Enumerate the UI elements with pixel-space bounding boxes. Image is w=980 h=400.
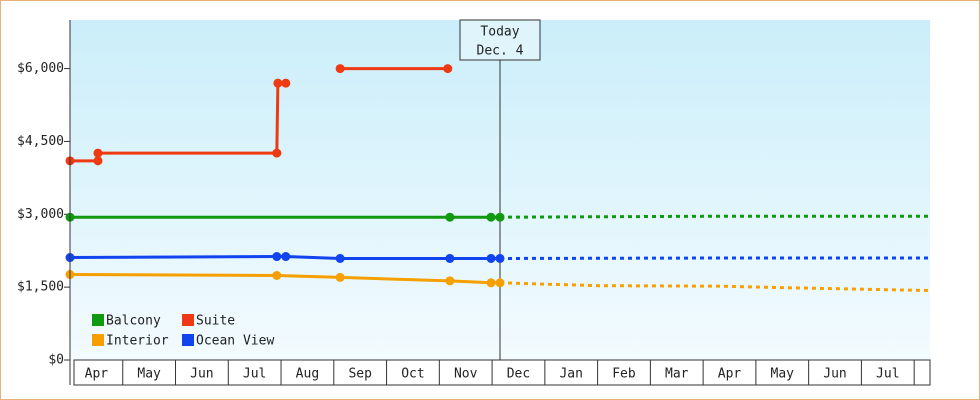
x-tick-label: Jun	[823, 367, 846, 382]
price-point	[445, 253, 455, 263]
x-tick-label: Jul	[876, 367, 899, 382]
legend-label: Interior	[106, 334, 169, 349]
x-tick-label: Nov	[454, 367, 478, 382]
x-tick-label: Jun	[190, 367, 213, 382]
forecast-line	[499, 281, 931, 293]
x-tick-label: Dec	[507, 367, 530, 382]
price-point	[495, 212, 505, 222]
x-tick-label: Jul	[243, 367, 266, 382]
price-point	[272, 252, 282, 262]
price-point	[445, 212, 455, 222]
price-point	[272, 270, 282, 280]
price-point	[93, 156, 103, 166]
forecast-line	[499, 214, 930, 219]
price-point	[335, 253, 345, 263]
x-tick-label: Aug	[296, 367, 319, 382]
legend-label: Balcony	[106, 314, 161, 329]
price-point	[486, 278, 496, 288]
legend-swatch	[92, 314, 104, 326]
x-tick-label: Apr	[718, 367, 742, 382]
x-tick-label: Mar	[665, 367, 689, 382]
price-point	[495, 278, 505, 288]
today-date: Dec. 4	[477, 44, 524, 59]
price-point	[443, 64, 453, 74]
price-point	[495, 253, 505, 263]
price-point	[281, 252, 291, 262]
price-point	[281, 78, 291, 88]
legend-swatch	[182, 334, 194, 346]
price-point	[273, 78, 283, 88]
x-tick-label: Oct	[401, 367, 424, 382]
x-axis-band	[73, 359, 931, 386]
y-tick-label: $4,500	[17, 134, 64, 149]
price-point	[335, 64, 345, 74]
price-point	[335, 272, 345, 282]
price-point	[93, 148, 103, 158]
legend-swatch	[182, 314, 194, 326]
x-tick-label: Feb	[612, 367, 636, 382]
x-tick-label: May	[137, 367, 161, 382]
legend-label: Suite	[196, 314, 235, 329]
price-point	[445, 276, 455, 286]
today-box	[459, 19, 541, 61]
legend-swatch	[92, 334, 104, 346]
price-point	[486, 212, 496, 222]
legend-label: Ocean View	[196, 334, 274, 349]
x-tick-label: May	[771, 367, 795, 382]
y-tick-label: $0	[48, 353, 64, 368]
y-tick-label: $6,000	[17, 61, 64, 76]
price-point	[486, 253, 496, 263]
x-tick-label: Sep	[348, 367, 372, 382]
price-point	[272, 148, 282, 158]
y-tick-label: $3,000	[17, 207, 64, 222]
y-tick-label: $1,500	[17, 280, 64, 295]
today-title: Today	[480, 25, 519, 40]
x-tick-label: Jan	[559, 367, 582, 382]
x-tick-label: Apr	[85, 367, 109, 382]
